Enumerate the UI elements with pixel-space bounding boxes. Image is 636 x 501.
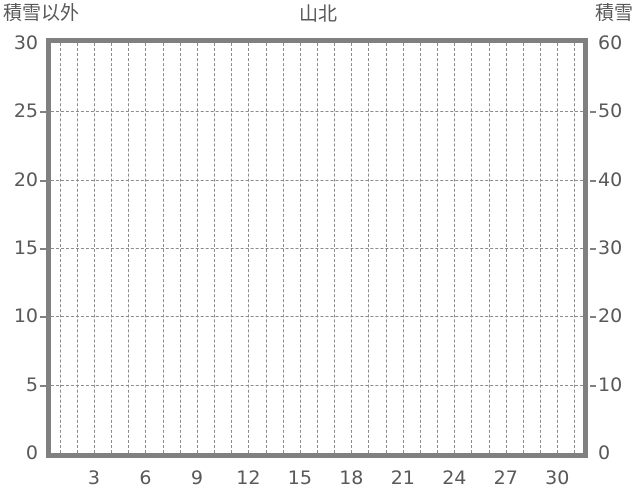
horizontal-gridline (51, 111, 583, 113)
plot-gridlines (51, 43, 583, 453)
right-axis-tick (590, 111, 596, 114)
left-axis-tick-label: 25 (13, 100, 38, 123)
right-axis-tick (590, 179, 596, 182)
right-axis-tick-label: 40 (598, 168, 623, 191)
left-axis-tick-label: 15 (13, 237, 38, 259)
left-axis-tick-label: 5 (25, 373, 38, 396)
x-axis-tick-label: 27 (493, 467, 518, 489)
left-axis-tick (40, 111, 46, 114)
right-axis-tick-label: 50 (598, 100, 623, 123)
x-axis-tick-label: 18 (339, 467, 364, 489)
right-axis-tick-label: 10 (598, 373, 623, 396)
left-axis-tick-label: 10 (13, 305, 38, 328)
plot-area (46, 38, 588, 458)
x-axis-tick-label: 21 (390, 467, 415, 489)
left-axis-tick-label: 20 (13, 168, 38, 191)
x-axis-tick-label: 24 (442, 467, 467, 489)
x-axis-tick-label: 9 (190, 467, 203, 489)
left-axis-tick (40, 384, 46, 387)
left-axis-tick-label: 0 (25, 442, 38, 464)
x-axis-tick-label: 6 (139, 467, 152, 489)
horizontal-gridline (51, 248, 583, 249)
left-axis-tick (40, 316, 46, 319)
x-axis-tick-label: 12 (236, 467, 261, 489)
horizontal-gridline (51, 384, 583, 386)
x-axis-tick-label: 3 (87, 467, 100, 489)
right-axis-tick-label: 60 (598, 32, 623, 54)
right-axis-tick-label: 30 (598, 237, 623, 259)
horizontal-gridline (51, 179, 583, 181)
right-axis-tick (590, 248, 596, 250)
x-axis-tick-label: 15 (287, 467, 312, 489)
chart-title: 山北 (298, 3, 337, 25)
left-axis-tick (40, 248, 46, 250)
left-axis-tick (40, 179, 46, 182)
right-axis-caption: 積雪 (594, 2, 633, 24)
x-axis-tick-label: 30 (545, 467, 570, 489)
horizontal-gridline (51, 316, 583, 318)
right-axis-tick (590, 316, 596, 319)
left-axis-tick-label: 30 (13, 32, 38, 54)
left-axis-caption: 積雪以外 (3, 2, 80, 24)
right-axis-tick-label: 20 (598, 305, 623, 328)
right-axis-tick (590, 384, 596, 387)
right-axis-tick-label: 0 (598, 442, 611, 464)
